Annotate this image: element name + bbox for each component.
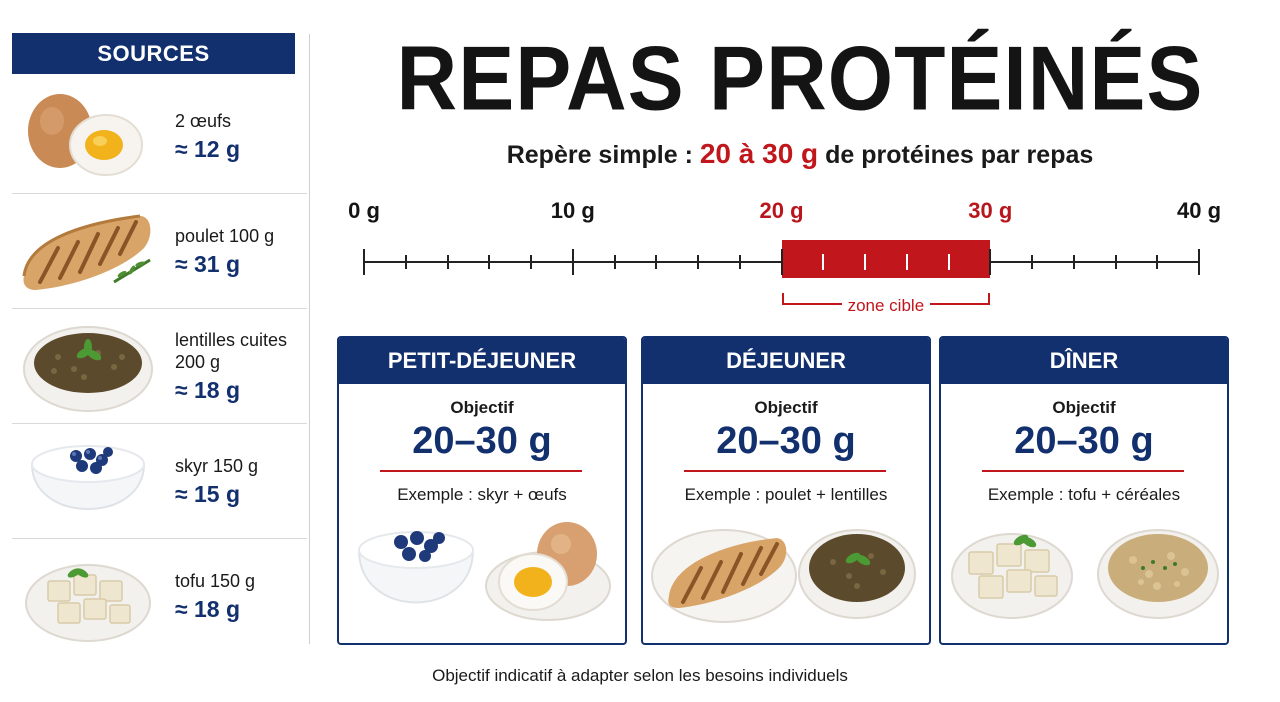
source-value: ≈ 18 g xyxy=(175,596,241,622)
divider xyxy=(12,308,307,309)
scale-minor-tick xyxy=(864,254,866,270)
chicken-plate-icon xyxy=(651,529,797,623)
egg-plate-icon xyxy=(485,522,611,621)
divider xyxy=(12,423,307,424)
objective-value: 20–30 g xyxy=(716,420,856,462)
source-name: skyr 150 g xyxy=(175,456,259,476)
subtitle: Repère simple : 20 à 30 g de protéines p… xyxy=(320,138,1280,170)
scale-minor-tick xyxy=(613,255,616,269)
meal-card-lunch: DÉJEUNER Objectif 20–30 g Exemple : poul… xyxy=(641,336,931,645)
source-value: ≈ 15 g xyxy=(175,481,241,507)
scale-major-tick xyxy=(571,249,574,275)
sources-header: SOURCES xyxy=(12,33,295,74)
tofu-icon xyxy=(25,564,151,642)
scale-minor-tick xyxy=(1114,255,1117,269)
scale-minor-tick xyxy=(1031,255,1033,269)
page-title: REPAS PROTÉINÉS xyxy=(396,27,1204,129)
cereal-bowl-icon xyxy=(1097,529,1219,619)
subtitle-highlight: 20 à 30 g xyxy=(699,138,819,169)
tofu-bowl-icon xyxy=(951,533,1073,619)
meal-title: DÎNER xyxy=(941,338,1227,384)
scale-minor-tick xyxy=(446,255,449,269)
scale-major-tick xyxy=(989,249,992,275)
scale-major-tick xyxy=(363,249,365,275)
source-item-skyr: skyr 150 g ≈ 15 g xyxy=(12,424,307,539)
scale-major-tick xyxy=(780,249,783,275)
meal-card-dinner: DÎNER Objectif 20–30 g Exemple : tofu + … xyxy=(939,336,1229,645)
objective-value: 20–30 g xyxy=(1014,420,1154,462)
scale-major-tick xyxy=(1198,249,1200,275)
skyr-icon xyxy=(30,445,146,510)
eggs-icon xyxy=(28,94,143,176)
objective-label: Objectif xyxy=(450,398,514,417)
source-item-eggs: 2 œufs ≈ 12 g xyxy=(12,79,307,194)
source-item-lentils: lentilles cuites 200 g ≈ 18 g xyxy=(12,309,307,424)
scale-minor-tick xyxy=(488,255,491,269)
source-value: ≈ 31 g xyxy=(175,251,241,277)
source-name: poulet 100 g xyxy=(175,226,275,246)
source-item-chicken: poulet 100 g ≈ 31 g xyxy=(12,194,307,309)
meal-title: PETIT-DÉJEUNER xyxy=(339,338,625,384)
target-zone-label: zone cible xyxy=(782,296,991,316)
objective-label: Objectif xyxy=(754,398,818,417)
scale-minor-tick xyxy=(905,254,908,270)
meal-example: Exemple : poulet + lentilles xyxy=(684,485,888,504)
divider xyxy=(12,538,307,539)
scale-minor-tick xyxy=(1072,255,1075,269)
source-name: lentilles cuites 200 g xyxy=(175,330,288,372)
scale-minor-tick xyxy=(697,255,699,269)
meal-divider xyxy=(380,470,582,472)
scale-minor-tick xyxy=(1156,255,1159,269)
source-name: 2 œufs xyxy=(175,111,232,131)
scale-minor-tick xyxy=(947,254,950,270)
subtitle-prefix: Repère simple : xyxy=(506,141,700,169)
lentils-icon xyxy=(23,326,153,412)
scale-tick-label: 0 g xyxy=(348,198,380,223)
scale-minor-tick xyxy=(530,255,532,269)
skyr-icon xyxy=(357,531,475,604)
objective-label: Objectif xyxy=(1052,398,1116,417)
source-item-tofu: tofu 150 g ≈ 18 g xyxy=(12,539,295,654)
scale-minor-tick xyxy=(822,254,825,270)
scale-minor-tick xyxy=(404,255,407,269)
scale-minor-tick xyxy=(655,255,658,269)
scale-tick-label: 30 g xyxy=(968,198,1013,223)
scale-tick-label: 40 g xyxy=(1176,198,1222,223)
meal-divider xyxy=(982,470,1184,472)
target-zone-bar xyxy=(781,240,991,278)
subtitle-suffix: de protéines par repas xyxy=(818,141,1094,169)
meal-title: DÉJEUNER xyxy=(643,338,929,384)
footnote: Objectif indicatif à adapter selon les b… xyxy=(432,666,848,685)
chicken-icon xyxy=(22,214,151,290)
source-value: ≈ 18 g xyxy=(175,377,241,403)
meal-card-breakfast: PETIT-DÉJEUNER Objectif 20–30 g Exemple … xyxy=(337,336,627,645)
sources-sidebar: SOURCES 2 œufs ≈ 12 g xyxy=(12,33,307,642)
protein-scale: zone cible 0 g 10 g 20 g 30 g 40 g xyxy=(340,198,1222,318)
divider xyxy=(12,193,307,194)
scale-tick-label: 10 g xyxy=(550,198,595,223)
scale-tick-label: 20 g xyxy=(759,198,804,223)
vertical-divider xyxy=(309,34,310,644)
source-value: ≈ 12 g xyxy=(175,136,241,162)
lentils-bowl-icon xyxy=(798,529,916,619)
meal-example: Exemple : skyr + œufs xyxy=(397,485,567,504)
source-name: tofu 150 g xyxy=(175,571,256,591)
meal-divider xyxy=(684,470,886,472)
scale-minor-tick xyxy=(738,255,741,269)
objective-value: 20–30 g xyxy=(412,420,552,462)
meal-example: Exemple : tofu + céréales xyxy=(987,485,1181,504)
